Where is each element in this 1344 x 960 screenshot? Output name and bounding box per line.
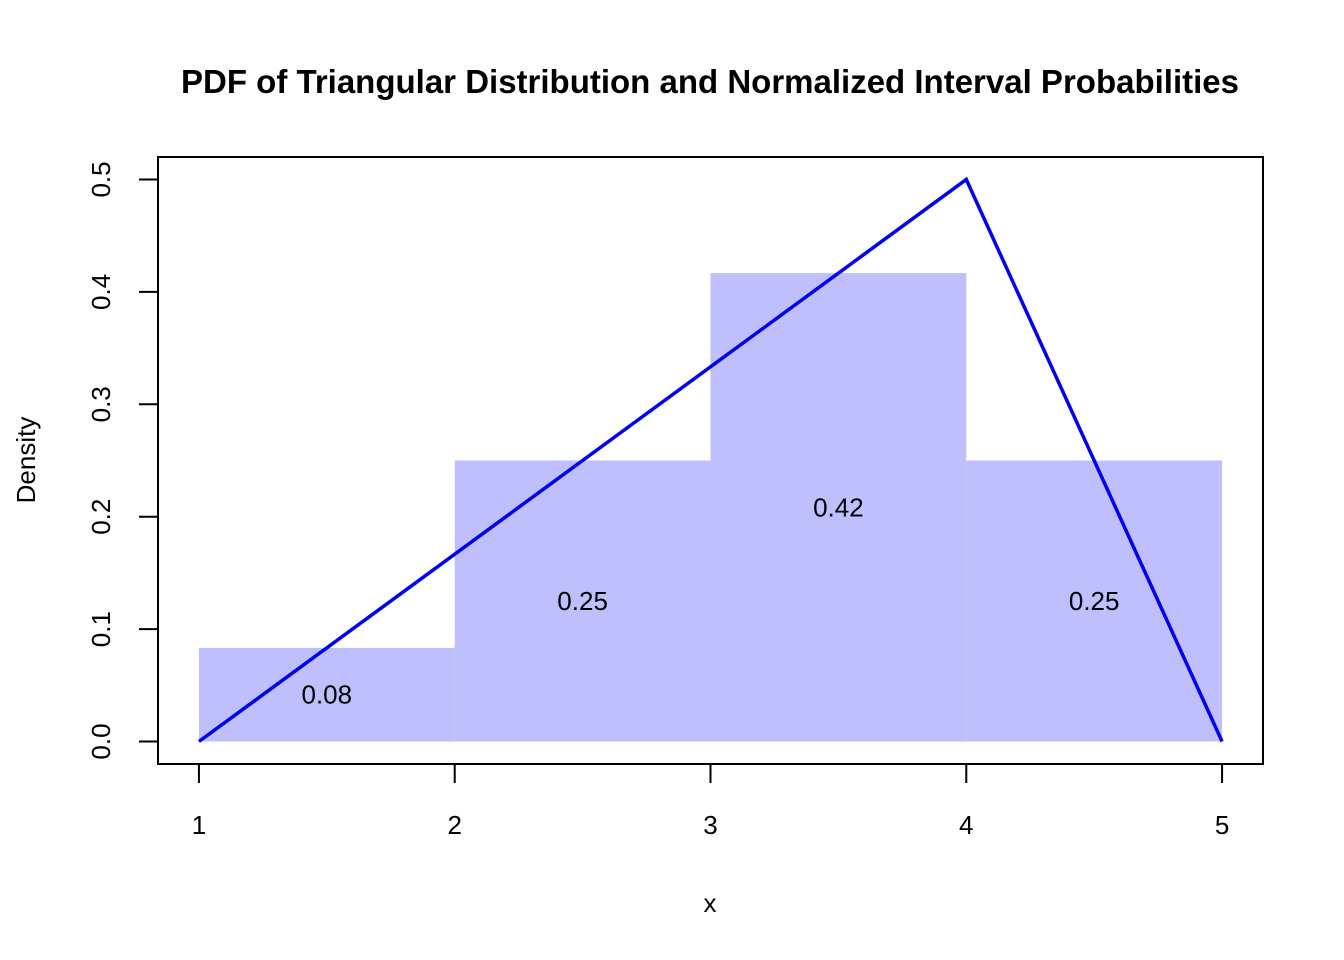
y-tick-label-4: 0.3 <box>86 386 116 422</box>
y-tick-label-3: 0.2 <box>86 499 116 535</box>
y-axis: 0.0 0.1 0.2 0.3 0.4 0.5 <box>86 161 159 760</box>
interval-bars <box>198 273 1223 742</box>
y-tick-label-5: 0.4 <box>86 274 116 310</box>
bar-value-label-4: 0.25 <box>1069 586 1120 616</box>
x-axis: 1 2 3 4 5 <box>192 763 1229 840</box>
bar-value-labels: 0.08 0.25 0.42 0.25 <box>302 492 1120 709</box>
x-tick-label-4: 4 <box>959 810 973 840</box>
pdf-line <box>197 176 1224 743</box>
interval-bar-3 <box>710 273 967 742</box>
x-axis-label: x <box>704 888 717 918</box>
interval-bar-4 <box>966 460 1223 742</box>
interval-bar-1 <box>198 647 455 742</box>
x-tick-label-5: 5 <box>1215 810 1229 840</box>
bar-value-label-1: 0.08 <box>302 680 353 710</box>
y-tick-label-2: 0.1 <box>86 611 116 647</box>
bar-value-label-3: 0.42 <box>813 492 864 522</box>
chart-title: PDF of Triangular Distribution and Norma… <box>181 63 1239 100</box>
x-tick-label-2: 2 <box>447 810 461 840</box>
pdf-line-layer <box>197 176 1224 743</box>
bar-value-label-2: 0.25 <box>557 586 608 616</box>
y-tick-label-6: 0.5 <box>86 161 116 197</box>
x-tick-label-1: 1 <box>192 810 206 840</box>
y-tick-label-1: 0.0 <box>86 723 116 759</box>
interval-bar-2 <box>454 460 711 742</box>
y-axis-label: Density <box>11 417 41 504</box>
x-tick-label-3: 3 <box>703 810 717 840</box>
